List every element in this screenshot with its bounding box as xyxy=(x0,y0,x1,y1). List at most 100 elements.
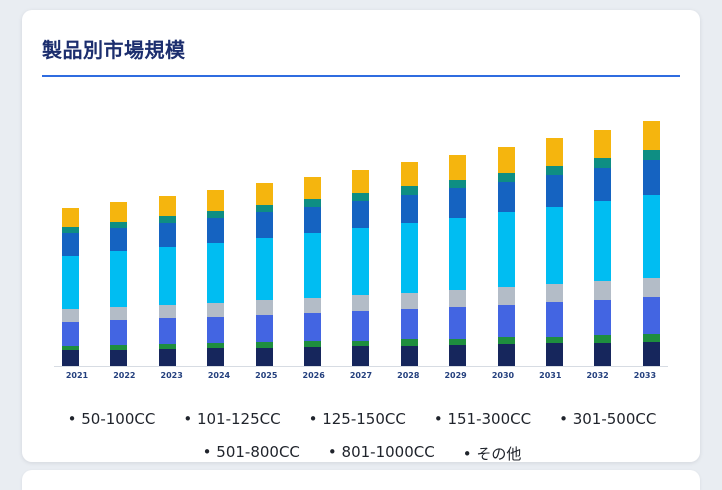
segment-その他[interactable] xyxy=(497,146,515,174)
legend-item-101-125CC[interactable]: • 101-125CC xyxy=(183,410,281,428)
segment-その他[interactable] xyxy=(642,121,660,151)
segment-50-100CC[interactable] xyxy=(642,341,660,366)
segment-301-500CC[interactable] xyxy=(110,251,128,308)
segment-151-300CC[interactable] xyxy=(352,295,370,312)
segment-101-125CC[interactable] xyxy=(304,341,322,347)
segment-その他[interactable] xyxy=(400,161,418,187)
segment-その他[interactable] xyxy=(449,154,467,180)
segment-125-150CC[interactable] xyxy=(110,320,128,345)
segment-50-100CC[interactable] xyxy=(400,345,418,366)
segment-101-125CC[interactable] xyxy=(110,344,128,350)
segment-その他[interactable] xyxy=(207,189,225,212)
segment-125-150CC[interactable] xyxy=(62,321,79,346)
segment-301-500CC[interactable] xyxy=(352,228,370,296)
segment-501-800CC[interactable] xyxy=(594,167,612,201)
bar-2031[interactable] xyxy=(546,138,564,366)
bar-2028[interactable] xyxy=(400,161,418,366)
segment-125-150CC[interactable] xyxy=(158,318,176,344)
bar-stack[interactable] xyxy=(642,121,660,366)
segment-501-800CC[interactable] xyxy=(352,200,370,229)
bar-stack[interactable] xyxy=(400,161,418,366)
segment-その他[interactable] xyxy=(110,202,128,222)
segment-その他[interactable] xyxy=(352,169,370,194)
legend-item-801-1000CC[interactable]: • 801-1000CC xyxy=(327,443,435,461)
segment-101-125CC[interactable] xyxy=(158,343,176,349)
segment-501-800CC[interactable] xyxy=(207,218,225,243)
segment-151-300CC[interactable] xyxy=(497,287,515,305)
segment-125-150CC[interactable] xyxy=(449,306,467,339)
segment-50-100CC[interactable] xyxy=(449,344,467,366)
segment-101-125CC[interactable] xyxy=(62,345,79,351)
legend-item-501-800CC[interactable]: • 501-800CC xyxy=(202,443,300,461)
bar-stack[interactable] xyxy=(62,208,79,366)
bar-2030[interactable] xyxy=(497,146,515,366)
segment-125-150CC[interactable] xyxy=(642,297,660,335)
segment-125-150CC[interactable] xyxy=(304,312,322,342)
segment-その他[interactable] xyxy=(62,208,79,228)
segment-151-300CC[interactable] xyxy=(207,302,225,317)
segment-801-1000CC[interactable] xyxy=(207,211,225,219)
bar-stack[interactable] xyxy=(304,176,322,366)
segment-101-125CC[interactable] xyxy=(497,337,515,344)
segment-151-300CC[interactable] xyxy=(642,277,660,298)
segment-301-500CC[interactable] xyxy=(400,223,418,293)
segment-801-1000CC[interactable] xyxy=(497,173,515,182)
bar-stack[interactable] xyxy=(546,138,564,366)
segment-101-125CC[interactable] xyxy=(255,342,273,348)
segment-501-800CC[interactable] xyxy=(110,228,128,252)
bar-stack[interactable] xyxy=(352,169,370,366)
segment-501-800CC[interactable] xyxy=(400,194,418,224)
segment-50-100CC[interactable] xyxy=(207,348,225,366)
segment-125-150CC[interactable] xyxy=(207,316,225,344)
segment-301-500CC[interactable] xyxy=(449,217,467,290)
segment-301-500CC[interactable] xyxy=(546,206,564,285)
segment-801-1000CC[interactable] xyxy=(110,221,128,229)
segment-50-100CC[interactable] xyxy=(594,342,612,366)
bar-2029[interactable] xyxy=(449,154,467,366)
segment-50-100CC[interactable] xyxy=(304,347,322,366)
bar-stack[interactable] xyxy=(594,130,612,366)
segment-50-100CC[interactable] xyxy=(158,348,176,366)
segment-151-300CC[interactable] xyxy=(62,309,79,322)
segment-301-500CC[interactable] xyxy=(304,233,322,298)
segment-151-300CC[interactable] xyxy=(400,292,418,309)
segment-50-100CC[interactable] xyxy=(497,344,515,366)
segment-301-500CC[interactable] xyxy=(62,255,79,310)
bar-2033[interactable] xyxy=(642,121,660,366)
segment-50-100CC[interactable] xyxy=(255,347,273,366)
legend-item-301-500CC[interactable]: • 301-500CC xyxy=(559,410,657,428)
segment-101-125CC[interactable] xyxy=(642,334,660,342)
segment-801-1000CC[interactable] xyxy=(594,158,612,168)
segment-50-100CC[interactable] xyxy=(110,349,128,366)
segment-その他[interactable] xyxy=(304,176,322,200)
bar-2021[interactable] xyxy=(62,208,79,366)
segment-151-300CC[interactable] xyxy=(546,284,564,303)
bar-2027[interactable] xyxy=(352,169,370,366)
legend-item-その他[interactable]: • その他 xyxy=(462,445,522,463)
segment-801-1000CC[interactable] xyxy=(400,186,418,195)
segment-その他[interactable] xyxy=(546,138,564,166)
segment-801-1000CC[interactable] xyxy=(546,165,564,175)
segment-301-500CC[interactable] xyxy=(594,200,612,282)
segment-801-1000CC[interactable] xyxy=(642,150,660,161)
segment-301-500CC[interactable] xyxy=(642,194,660,278)
bar-stack[interactable] xyxy=(497,146,515,366)
bar-2032[interactable] xyxy=(594,130,612,366)
bar-stack[interactable] xyxy=(449,154,467,366)
segment-801-1000CC[interactable] xyxy=(255,205,273,213)
bar-stack[interactable] xyxy=(158,195,176,366)
segment-125-150CC[interactable] xyxy=(497,304,515,338)
bar-2025[interactable] xyxy=(255,183,273,366)
bar-stack[interactable] xyxy=(255,183,273,366)
segment-501-800CC[interactable] xyxy=(449,188,467,218)
segment-801-1000CC[interactable] xyxy=(304,199,322,207)
segment-125-150CC[interactable] xyxy=(594,300,612,336)
segment-その他[interactable] xyxy=(594,130,612,159)
segment-その他[interactable] xyxy=(158,195,176,217)
segment-125-150CC[interactable] xyxy=(546,302,564,337)
segment-151-300CC[interactable] xyxy=(449,289,467,307)
bar-2022[interactable] xyxy=(110,202,128,366)
segment-151-300CC[interactable] xyxy=(255,300,273,315)
segment-50-100CC[interactable] xyxy=(546,343,564,366)
bar-stack[interactable] xyxy=(207,189,225,366)
